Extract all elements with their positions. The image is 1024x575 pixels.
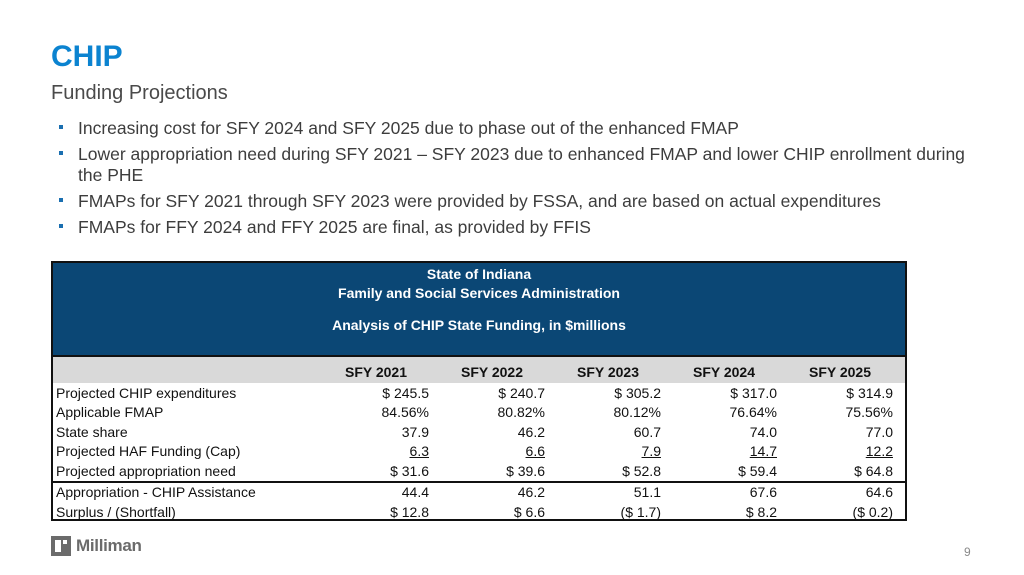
row-label: State share — [56, 423, 128, 440]
table-row: Surplus / (Shortfall) $ 12.8 $ 6.6 ($ 1.… — [53, 502, 905, 522]
bullet-icon — [59, 198, 63, 202]
table-cell: $ 305.2 — [614, 384, 661, 401]
table-row: Projected CHIP expenditures $ 245.5 $ 24… — [53, 383, 905, 403]
table-cell: $ 240.7 — [498, 384, 545, 401]
funding-table: State of Indiana Family and Social Servi… — [51, 261, 907, 521]
table-row: Projected appropriation need $ 31.6 $ 39… — [53, 461, 905, 481]
bullet-text: FMAPs for FFY 2024 and FFY 2025 are fina… — [78, 217, 591, 237]
table-cell: 67.6 — [749, 484, 777, 501]
table-row: State share 37.9 46.2 60.7 74.0 77.0 — [53, 422, 905, 442]
table-header-state: State of Indiana — [426, 266, 532, 282]
table-cell: ($ 1.7) — [620, 503, 661, 520]
column-header: SFY 2024 — [692, 364, 755, 380]
table-cell: ($ 0.2) — [852, 503, 893, 520]
row-label: Projected appropriation need — [56, 462, 236, 479]
table-header-agency: Family and Social Services Administratio… — [338, 285, 620, 301]
table-cell: $ 39.6 — [506, 462, 545, 479]
bullet-item: Increasing cost for SFY 2024 and SFY 202… — [58, 118, 978, 139]
table-cell: 84.56% — [381, 404, 429, 421]
table-row: Projected HAF Funding (Cap) 6.3 6.6 7.9 … — [53, 442, 905, 462]
column-header: SFY 2021 — [344, 364, 407, 380]
bullet-text: Lower appropriation need during SFY 2021… — [78, 144, 965, 185]
table-row: Applicable FMAP 84.56% 80.82% 80.12% 76.… — [53, 403, 905, 423]
row-label: Appropriation - CHIP Assistance — [56, 484, 256, 501]
table-cell: 80.12% — [613, 404, 661, 421]
table-cell: $ 6.6 — [513, 503, 545, 520]
underlined-value: 12.2 — [865, 443, 893, 460]
table-cell: 6.6 — [434, 443, 550, 459]
slide-title: CHIP — [51, 40, 123, 73]
milliman-logo: Milliman — [51, 536, 142, 556]
bullet-item: FMAPs for FFY 2024 and FFY 2025 are fina… — [58, 217, 978, 238]
column-header: SFY 2023 — [576, 364, 639, 380]
table-cell: 75.56% — [845, 404, 893, 421]
underlined-value: 6.6 — [525, 443, 545, 460]
table-header-analysis: Analysis of CHIP State Funding, in $mill… — [332, 317, 626, 333]
table-cell: 74.0 — [749, 423, 777, 440]
table-header: State of Indiana Family and Social Servi… — [53, 263, 905, 357]
underlined-value: 6.3 — [409, 443, 429, 460]
bullet-list: Increasing cost for SFY 2024 and SFY 202… — [58, 118, 978, 243]
table-cell: 60.7 — [633, 423, 661, 440]
table-cell: $ 31.6 — [390, 462, 429, 479]
table-cell: $ 59.4 — [738, 462, 777, 479]
table-cell: $ 12.8 — [390, 503, 429, 520]
page-number: 9 — [964, 545, 971, 559]
milliman-logo-icon — [51, 536, 71, 556]
table-cell: 12.2 — [782, 443, 898, 459]
bullet-icon — [59, 224, 63, 228]
column-header: SFY 2025 — [808, 364, 871, 380]
logo-text: Milliman — [76, 536, 142, 555]
bullet-text: FMAPs for SFY 2021 through SFY 2023 were… — [78, 191, 881, 211]
table-cell: $ 8.2 — [745, 503, 777, 520]
row-label: Projected HAF Funding (Cap) — [56, 443, 241, 460]
row-label: Projected CHIP expenditures — [56, 384, 237, 401]
table-cell: 64.6 — [865, 484, 893, 501]
underlined-value: 14.7 — [749, 443, 777, 460]
table-cell: 51.1 — [633, 484, 661, 501]
bullet-item: FMAPs for SFY 2021 through SFY 2023 were… — [58, 191, 978, 212]
bullet-icon — [59, 125, 63, 129]
table-cell: $ 64.8 — [854, 462, 893, 479]
table-row: Appropriation - CHIP Assistance 44.4 46.… — [53, 480, 905, 503]
table-cell: 37.9 — [401, 423, 429, 440]
table-cell: $ 314.9 — [846, 384, 893, 401]
slide-subtitle: Funding Projections — [51, 82, 228, 104]
table-cell: $ 245.5 — [382, 384, 429, 401]
bullet-item: Lower appropriation need during SFY 2021… — [58, 144, 978, 186]
table-cell: 46.2 — [517, 423, 545, 440]
table-cell: 14.7 — [666, 443, 782, 459]
table-column-headers: SFY 2021 SFY 2022 SFY 2023 SFY 2024 SFY … — [53, 357, 905, 383]
table-cell: $ 317.0 — [730, 384, 777, 401]
row-label: Applicable FMAP — [56, 404, 164, 421]
table-cell: 76.64% — [729, 404, 777, 421]
underlined-value: 7.9 — [641, 443, 661, 460]
table-cell: 7.9 — [550, 443, 666, 459]
table-cell: 80.82% — [497, 404, 545, 421]
row-label: Surplus / (Shortfall) — [56, 503, 176, 520]
column-header-blank — [53, 380, 318, 383]
table-cell: $ 52.8 — [622, 462, 661, 479]
bullet-text: Increasing cost for SFY 2024 and SFY 202… — [78, 118, 739, 138]
table-cell: 46.2 — [517, 484, 545, 501]
table-cell: 77.0 — [865, 423, 893, 440]
bullet-icon — [59, 151, 63, 155]
table-cell: 6.3 — [318, 443, 434, 459]
table-cell: 44.4 — [401, 484, 429, 501]
column-header: SFY 2022 — [460, 364, 523, 380]
